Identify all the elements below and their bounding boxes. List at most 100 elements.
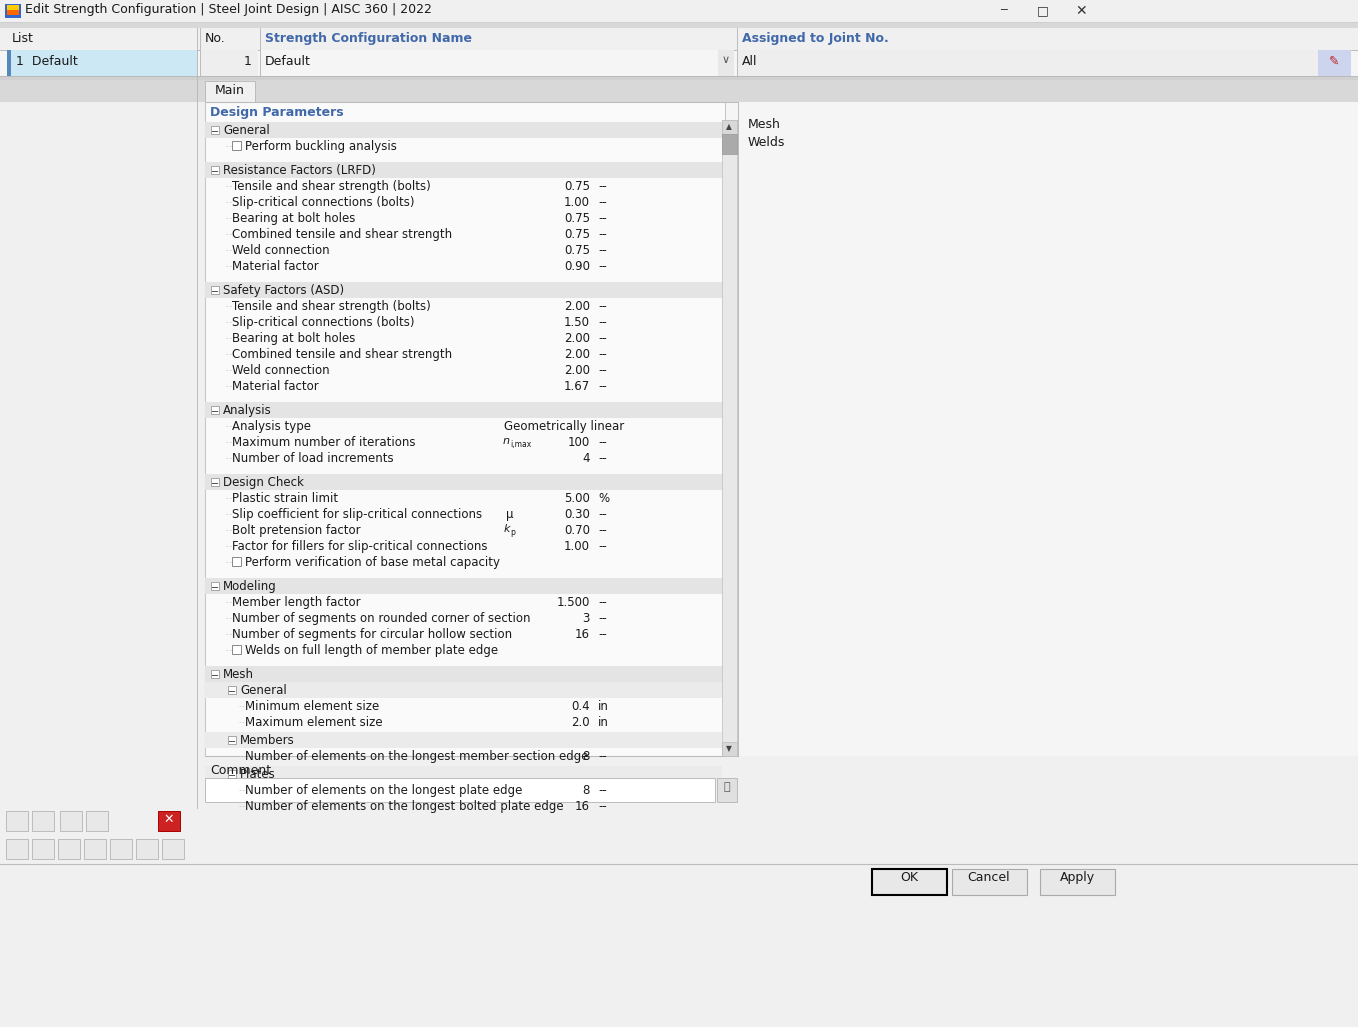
Text: 0.90: 0.90 (564, 260, 589, 273)
Text: --: -- (598, 364, 607, 377)
Bar (162, 839, 183, 859)
Text: 1.00: 1.00 (564, 540, 589, 553)
Text: Plastic strain limit: Plastic strain limit (232, 492, 338, 505)
Text: Number of elements on the longest plate edge: Number of elements on the longest plate … (244, 784, 523, 797)
Text: ∨: ∨ (722, 55, 731, 65)
Bar (722, 741, 737, 756)
Text: ✕: ✕ (164, 813, 174, 826)
Text: Combined tensile and shear strength: Combined tensile and shear strength (232, 348, 452, 362)
Text: 2.00: 2.00 (564, 364, 589, 377)
Bar (872, 869, 947, 895)
Bar (205, 578, 722, 594)
Text: 16: 16 (574, 627, 589, 641)
Text: --: -- (598, 452, 607, 465)
Text: --: -- (598, 228, 607, 241)
Text: --: -- (598, 212, 607, 225)
Text: Material factor: Material factor (232, 260, 319, 273)
Bar (210, 406, 219, 414)
Text: All: All (741, 55, 758, 68)
Text: Material factor: Material factor (232, 380, 319, 393)
Text: No.: No. (205, 32, 225, 45)
Bar (722, 120, 737, 134)
Text: Slip-critical connections (bolts): Slip-critical connections (bolts) (232, 196, 414, 210)
Bar (205, 162, 722, 178)
Text: 3: 3 (583, 612, 589, 625)
Bar (0, 864, 1358, 1027)
Text: k: k (504, 524, 511, 534)
Bar (205, 402, 722, 418)
Text: Mesh: Mesh (223, 668, 254, 681)
Bar (737, 50, 1321, 76)
Text: ✕: ✕ (1076, 4, 1086, 18)
Text: --: -- (598, 540, 607, 553)
Bar (84, 839, 106, 859)
Text: Analysis: Analysis (223, 404, 272, 417)
Bar (210, 166, 219, 174)
Text: −: − (210, 167, 219, 177)
Bar (210, 582, 219, 589)
Text: 4: 4 (583, 452, 589, 465)
Text: Geometrically linear: Geometrically linear (504, 420, 625, 433)
Text: Weld connection: Weld connection (232, 244, 330, 257)
Bar (205, 665, 722, 682)
Text: Number of segments on rounded corner of section: Number of segments on rounded corner of … (232, 612, 531, 625)
Bar (717, 778, 737, 802)
Bar (200, 50, 258, 76)
Text: 2.0: 2.0 (572, 716, 589, 729)
Bar (205, 282, 722, 298)
Text: 2.00: 2.00 (564, 300, 589, 313)
Text: Slip coefficient for slip-critical connections: Slip coefficient for slip-critical conne… (232, 508, 482, 521)
Bar (205, 760, 1351, 806)
Bar (136, 839, 158, 859)
Text: in: in (598, 716, 608, 729)
Text: Number of load increments: Number of load increments (232, 452, 394, 465)
Bar (158, 811, 181, 831)
Text: Bolt pretension factor: Bolt pretension factor (232, 524, 361, 537)
Text: 1.67: 1.67 (564, 380, 589, 393)
Bar (1319, 50, 1351, 76)
Bar (7, 50, 11, 76)
Text: --: -- (598, 260, 607, 273)
Text: --: -- (598, 750, 607, 763)
Bar (0, 0, 1358, 22)
Text: 0.4: 0.4 (572, 700, 589, 713)
Text: --: -- (598, 612, 607, 625)
Bar (740, 102, 1090, 756)
Text: --: -- (598, 348, 607, 362)
Text: −: − (210, 583, 219, 593)
Bar (205, 474, 722, 490)
Text: --: -- (598, 596, 607, 609)
Text: --: -- (598, 436, 607, 449)
Bar (205, 102, 725, 756)
Text: −: − (228, 737, 236, 747)
Bar (210, 478, 219, 486)
Text: Safety Factors (ASD): Safety Factors (ASD) (223, 284, 344, 297)
Bar (110, 839, 132, 859)
Text: Default: Default (265, 55, 311, 68)
Bar (0, 808, 200, 834)
Bar (232, 141, 240, 150)
Text: Resistance Factors (LRFD): Resistance Factors (LRFD) (223, 164, 376, 177)
Text: 16: 16 (574, 800, 589, 813)
Text: −: − (210, 127, 219, 137)
Text: 1.00: 1.00 (564, 196, 589, 210)
Bar (718, 50, 735, 76)
Text: 0.70: 0.70 (564, 524, 589, 537)
Text: Maximum element size: Maximum element size (244, 716, 383, 729)
Bar (0, 80, 1358, 102)
Text: −: − (210, 671, 219, 681)
Bar (952, 869, 1027, 895)
Bar (205, 732, 722, 748)
Text: Design Check: Design Check (223, 476, 304, 489)
Bar (7, 50, 197, 76)
Text: --: -- (598, 244, 607, 257)
Text: −: − (228, 771, 236, 781)
Text: □: □ (1038, 4, 1048, 17)
Bar (0, 50, 1358, 76)
Text: μ: μ (507, 508, 513, 521)
Bar (205, 778, 716, 802)
Text: %: % (598, 492, 610, 505)
Text: --: -- (598, 524, 607, 537)
Text: Factor for fillers for slip-critical connections: Factor for fillers for slip-critical con… (232, 540, 488, 553)
Text: --: -- (598, 784, 607, 797)
